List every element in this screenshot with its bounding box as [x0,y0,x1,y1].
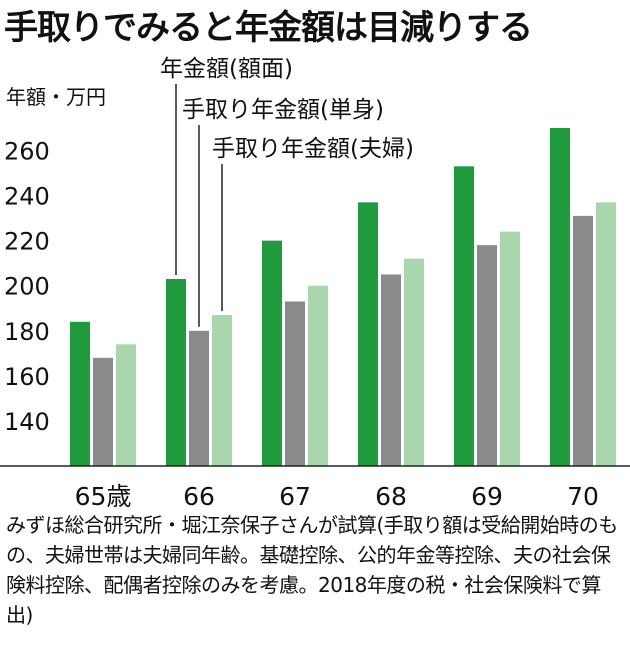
bar [285,301,305,466]
y-tick-label: 220 [4,228,50,256]
bar [116,344,136,466]
x-tick-label: 68 [375,482,407,510]
bar [404,258,424,466]
legend-label: 手取り年金額(夫婦) [212,136,414,162]
bar [573,215,593,466]
bar [262,240,282,466]
x-tick-label: 70 [567,482,599,510]
bar [358,202,378,467]
y-tick-label: 160 [4,363,50,391]
bar [550,128,570,466]
bar [189,330,209,466]
y-tick-label: 180 [4,318,50,346]
bar [93,357,113,466]
bar [70,321,90,466]
source-note: みずほ総合研究所・堀江奈保子さんが試算(手取り額は受給開始時のもの、夫婦世帯は夫… [6,513,618,627]
bar [381,274,401,466]
y-tick-label: 200 [4,273,50,301]
bar [454,166,474,466]
bar [500,231,520,466]
bar [477,245,497,466]
bar [308,285,328,466]
x-tick-label: 67 [279,482,311,510]
y-tick-label: 240 [4,183,50,211]
bar [596,202,616,467]
x-tick-label: 65歳 [75,482,132,510]
legend-label: 年金額(額面) [160,56,293,82]
bar [166,278,186,466]
x-tick-label: 69 [471,482,503,510]
y-axis-title: 年額・万円 [6,85,106,109]
y-tick-label: 140 [4,408,50,436]
bar-chart: 年額・万円 140 160 180 200 220 240 260 65歳 66 67 68 69 70 年… [0,56,630,510]
x-tick-label: 66 [183,482,215,510]
bar [212,315,232,466]
chart-title: 手取りでみると年金額は目減りする [4,8,533,48]
y-tick-label: 260 [4,138,50,166]
legend-label: 手取り年金額(単身) [182,97,384,123]
